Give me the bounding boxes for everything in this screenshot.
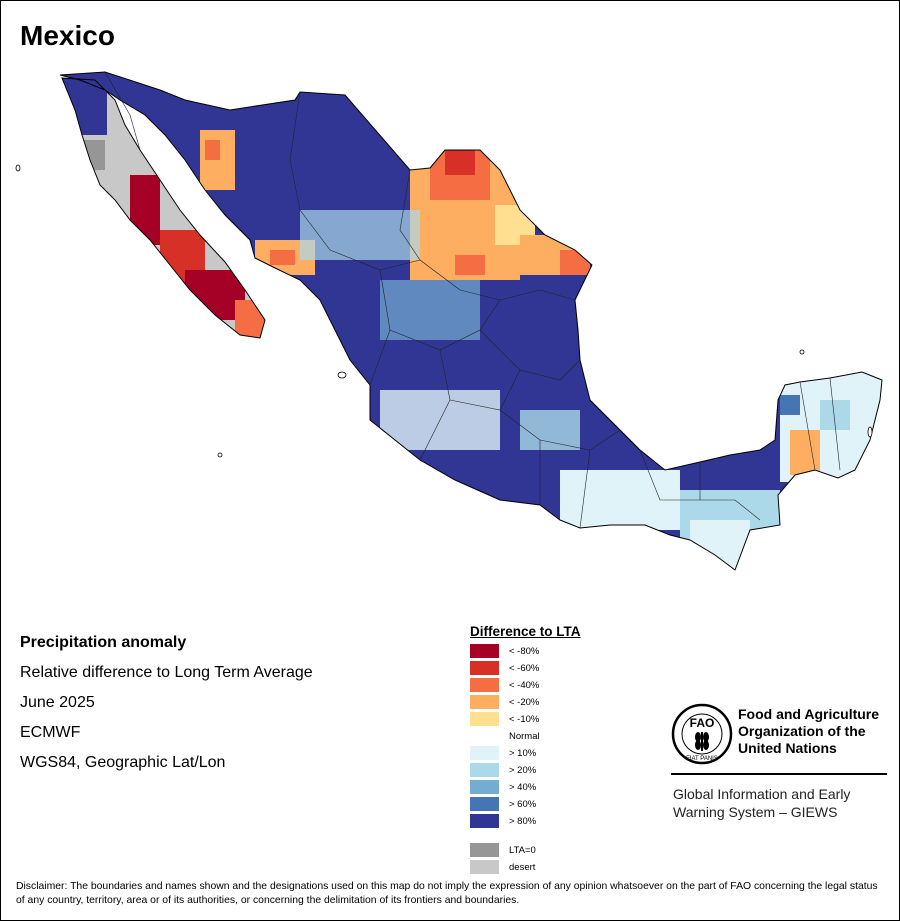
legend-extra-classes: LTA=0 desert <box>470 842 650 876</box>
legend-class-label: > 20% <box>509 765 537 776</box>
disclaimer: Disclaimer: The boundaries and names sho… <box>16 881 878 906</box>
map-info-block: Precipitation anomaly Relative differenc… <box>20 628 313 778</box>
state-boundaries <box>104 71 841 529</box>
giews-name: Global Information and Early Warning Sys… <box>673 785 850 821</box>
fao-organization-name: Food and Agriculture Organization of the… <box>738 706 898 757</box>
legend-class-label: > 10% <box>509 748 537 759</box>
map-title: Mexico <box>20 20 115 51</box>
fao-logo-icon: FAO FIAT PANIS <box>671 703 733 765</box>
legend-class-swatch <box>470 661 499 675</box>
legend-class-label: < -20% <box>509 697 540 708</box>
legend-extra-swatch <box>470 843 499 857</box>
country-outline <box>59 71 883 571</box>
legend-title: Difference to LTA <box>470 624 581 639</box>
legend-class-swatch <box>470 712 499 726</box>
legend-class-swatch <box>470 729 499 743</box>
fao-logo-letters: FAO <box>690 716 715 730</box>
data-source: ECMWF <box>20 724 81 741</box>
divider <box>671 773 887 775</box>
legend-class-row: > 60% <box>470 796 650 813</box>
legend-class-swatch <box>470 695 499 709</box>
projection-label: WGS84, Geographic Lat/Lon <box>20 754 226 771</box>
legend-extra-swatch <box>470 860 499 874</box>
legend-class-swatch <box>470 797 499 811</box>
product-description: Relative difference to Long Term Average <box>20 664 313 681</box>
legend-class-label: < -10% <box>509 714 540 725</box>
legend-class-row: < -10% <box>470 711 650 728</box>
product-name: Precipitation anomaly <box>20 634 187 651</box>
system-line-1: Global Information and Early <box>673 786 851 802</box>
legend-class-swatch <box>470 763 499 777</box>
legend-class-row: > 40% <box>470 779 650 796</box>
legend-class-row: > 20% <box>470 762 650 779</box>
legend-class-row: > 80% <box>470 813 650 830</box>
islands <box>15 164 873 458</box>
period-label: June 2025 <box>20 694 95 711</box>
legend-class-swatch <box>470 814 499 828</box>
legend-class-swatch <box>470 644 499 658</box>
legend-class-row: < -20% <box>470 694 650 711</box>
system-line-2: Warning System – GIEWS <box>673 804 838 820</box>
legend-class-swatch <box>470 746 499 760</box>
legend-class-label: > 80% <box>509 816 537 827</box>
legend-class-label: < -80% <box>509 646 540 657</box>
fao-logo-motto: FIAT PANIS <box>686 756 718 762</box>
legend-classes: < -80% < -60% < -40% < -20% < -10% Normal > 10… <box>470 643 650 830</box>
legend-class-swatch <box>470 780 499 794</box>
legend-class-row: < -60% <box>470 660 650 677</box>
org-line-2: Organization of the <box>738 723 866 739</box>
legend-extra-label: desert <box>509 862 536 873</box>
legend-extra-label: LTA=0 <box>509 845 536 856</box>
legend-class-label: < -60% <box>509 663 540 674</box>
legend-class-row: > 10% <box>470 745 650 762</box>
legend-class-row: < -40% <box>470 677 650 694</box>
legend-class-label: < -40% <box>509 680 540 691</box>
legend-class-swatch <box>470 678 499 692</box>
baja-outline <box>61 77 266 339</box>
legend-class-row: Normal <box>470 728 650 745</box>
legend-class-label: Normal <box>509 731 540 742</box>
legend-class-label: > 60% <box>509 799 537 810</box>
org-line-1: Food and Agriculture <box>738 706 880 722</box>
legend-class-label: > 40% <box>509 782 537 793</box>
mainland-rainfall-surface <box>60 72 882 570</box>
precipitation-anomaly-map <box>15 71 883 571</box>
legend-extra-row: LTA=0 <box>470 842 650 859</box>
legend: Difference to LTA < -80% < -60% < -40% < -2… <box>470 624 650 876</box>
legend-extra-row: desert <box>470 859 650 876</box>
org-line-3: United Nations <box>738 740 837 756</box>
legend-class-row: < -80% <box>470 643 650 660</box>
